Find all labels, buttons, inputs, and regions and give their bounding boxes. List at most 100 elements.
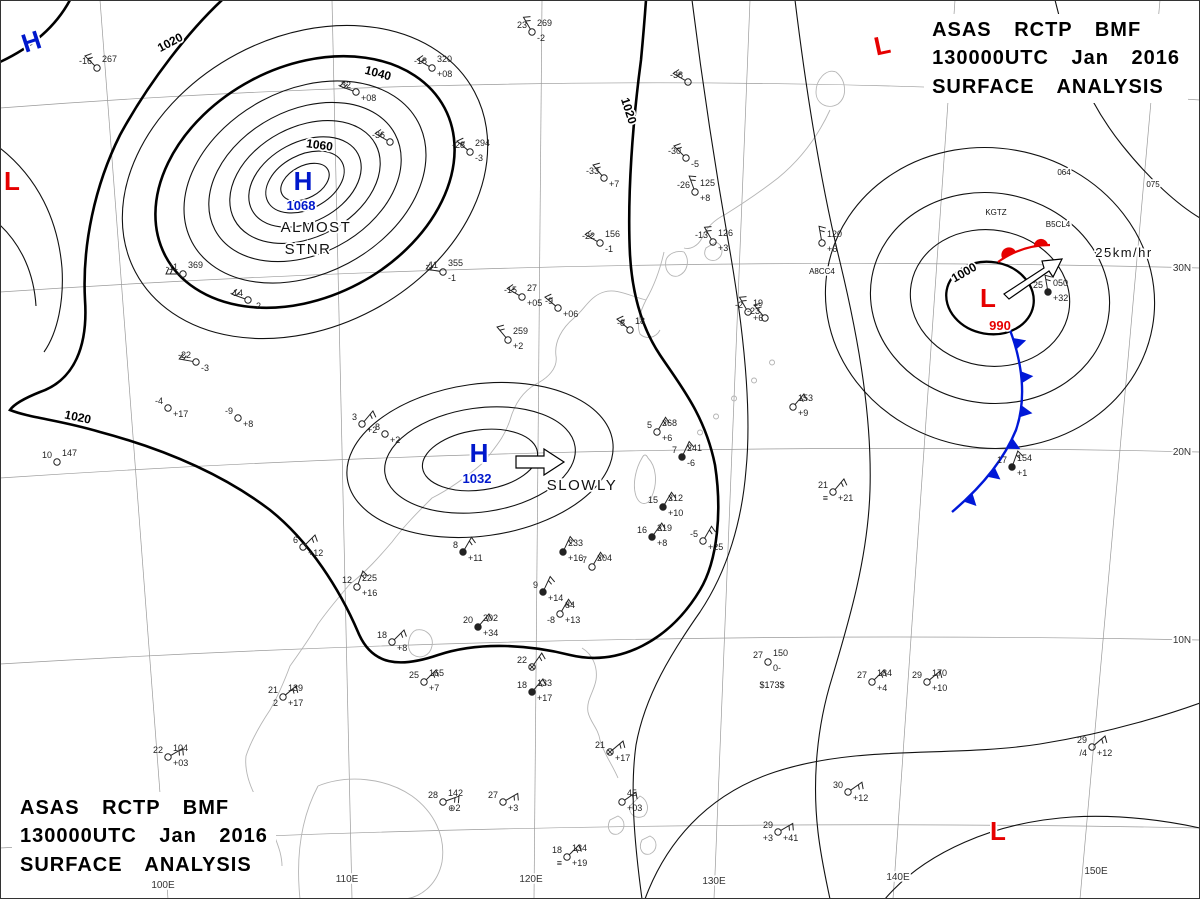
station-change: +6: [827, 244, 837, 254]
low-value: 990: [989, 318, 1011, 333]
low-marker: L: [871, 29, 893, 62]
coastline-taiwan: [633, 454, 656, 504]
station-change: 0-: [773, 663, 781, 673]
station-plot: -32 +08: [338, 80, 376, 103]
station-plot: -30 -5: [668, 143, 699, 169]
station-circle-icon: [352, 88, 360, 96]
station-circle-icon: [554, 304, 562, 312]
station-circle-icon: [600, 174, 608, 182]
station-temp: -22: [582, 231, 595, 241]
isobar-bottom-right-1: [644, 702, 1200, 899]
subtropical-high-isobars: [346, 381, 614, 539]
wind-barb-icon: [425, 669, 439, 681]
station-temp: 25: [409, 670, 419, 680]
station-circle-icon: [648, 533, 656, 541]
chart-datetime: 130000UTC Jan 2016: [20, 825, 268, 848]
station-plot: 29 +41 +3: [763, 820, 799, 843]
chart-type: SURFACE ANALYSIS: [932, 75, 1164, 98]
station-circle-icon: [818, 239, 826, 247]
station-change: +6: [753, 313, 763, 323]
station-plot: -18 320 +08: [414, 54, 452, 79]
cold-front-triangle-icon: [1020, 371, 1034, 384]
station-temp: 23: [517, 20, 527, 30]
cold-front-triangle-icon: [963, 493, 977, 507]
station-circle-icon: [682, 154, 690, 162]
station-change: +10: [668, 508, 683, 518]
station-circle-icon: [459, 548, 467, 556]
station-circle-icon: [420, 678, 428, 686]
longitude-label: 120E: [519, 874, 543, 885]
station-change: +17: [288, 698, 303, 708]
station-pressure: 241: [687, 443, 702, 453]
station-circle-icon: [358, 420, 366, 428]
station-temp: 12: [342, 575, 352, 585]
station-temp: -4: [155, 396, 163, 406]
station-plot: 21 139 +17 2: [268, 683, 303, 708]
station-circle-icon: [559, 548, 567, 556]
station-plot: -7 204: [579, 551, 612, 571]
station-temp: 21: [268, 685, 278, 695]
low-marker: L: [990, 816, 1006, 846]
station-circle-icon: [504, 336, 512, 344]
station-temp: 9: [533, 580, 538, 590]
wind-barb-icon: [1012, 450, 1024, 465]
station-temp: 5: [647, 420, 652, 430]
station-temp: 18: [377, 630, 387, 640]
station-temp: -5: [690, 529, 698, 539]
wind-barb-icon: [84, 53, 96, 67]
station-circle-icon: [93, 64, 101, 72]
station-pressure: 84: [565, 600, 575, 610]
wind-barb-icon: [533, 678, 547, 690]
station-plot: 120 +6: [818, 225, 842, 254]
station-temp: 27: [488, 790, 498, 800]
wind-barb-icon: [505, 792, 519, 801]
station-circle-icon: [388, 638, 396, 646]
station-plot: 22: [517, 652, 546, 671]
station-temp: 29: [763, 820, 773, 830]
wind-barb-icon: [304, 534, 318, 546]
station-extra: ≡: [557, 858, 562, 868]
station-circle-icon: [761, 314, 769, 322]
station-temp: 8: [375, 422, 380, 432]
wind-barb-icon: [653, 522, 666, 535]
station-circle-icon: [53, 458, 61, 466]
station-circle-icon: [699, 537, 707, 545]
station-change: +8: [657, 538, 667, 548]
station-plot: -14 -2: [230, 288, 261, 311]
warm-front-bump: [1033, 238, 1048, 247]
wind-barb-icon: [445, 795, 460, 804]
station-plot: -9 +8: [225, 406, 253, 429]
station-pressure: 120: [827, 229, 842, 239]
station-change: -3: [475, 153, 483, 163]
coastline-borneo: [298, 778, 444, 899]
station-plot: -13 126 +3: [695, 226, 733, 253]
station-change: +25: [708, 542, 723, 552]
station-change: +17: [537, 693, 552, 703]
cold-front-triangles: [963, 337, 1034, 507]
wind-barb-icon: [496, 324, 507, 338]
parallel-line: [0, 448, 1200, 479]
station-circle-icon: [618, 798, 626, 806]
latitude-label: 20N: [1173, 447, 1191, 458]
wind-barb-icon: [850, 781, 864, 791]
station-plot: 8 +11: [453, 536, 483, 563]
wind-barb-icon: [738, 296, 747, 310]
station-circle-icon: [528, 663, 536, 671]
station-change: +8: [397, 643, 407, 653]
wind-barb-icon: [753, 302, 764, 316]
wind-barb-icon: [664, 491, 676, 505]
station-temp: -14: [230, 288, 243, 298]
station-plot: -38: [670, 69, 692, 86]
station-extra: -8: [547, 615, 555, 625]
station-change: +03: [173, 758, 188, 768]
isobar-value-label: 1060: [305, 136, 334, 154]
high-center-isobars: [121, 24, 489, 340]
station-plot: 17 154 +1: [997, 450, 1032, 478]
station-temp: 22: [517, 655, 527, 665]
station-pressure: 355: [448, 258, 463, 268]
fronts: [951, 238, 1051, 513]
wind-barb-icon: [543, 575, 556, 590]
station-plot: -23: [747, 302, 769, 322]
